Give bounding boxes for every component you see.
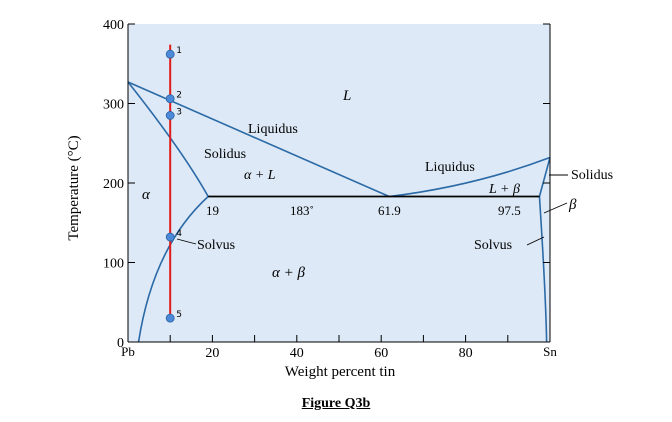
alloy-points: 1 2 3 4 5	[165, 46, 182, 323]
x-tick-label-80: 80	[459, 346, 473, 361]
y-tick-label-0: 0	[117, 336, 124, 351]
region-alpha-beta-label: α + β	[272, 265, 305, 281]
solvus-left-label: Solvus	[197, 238, 235, 253]
figure-caption: Figure Q3b	[301, 396, 371, 411]
solidus-right-label: Solidus	[571, 168, 613, 183]
eutectic-alpha-limit-label: 19	[206, 203, 219, 218]
solvus-line-right	[538, 196, 548, 343]
alloy-point-4	[165, 232, 175, 242]
solidus-left-label: Solidus	[204, 147, 246, 162]
liquidus-line-right	[389, 156, 551, 198]
alloy-point-5	[165, 313, 175, 323]
x-ticks: 20 40 60 80	[169, 335, 509, 361]
alloy-point-3	[165, 111, 175, 120]
eutectic-beta-limit-label: 97.5	[498, 203, 521, 218]
solidus-line-left	[127, 81, 209, 197]
y-tick-label-200: 200	[103, 177, 124, 192]
y-tick-label-100: 100	[103, 257, 124, 272]
alloy-point-label-1: 1	[176, 46, 182, 56]
alloy-point-label-5: 5	[176, 310, 182, 320]
y-ticks: 0 100 200 300 400	[103, 18, 550, 351]
solvus-left-leader	[176, 238, 197, 245]
x-tick-label-40: 40	[290, 346, 304, 361]
y-axis-label: Temperature (°C)	[66, 135, 82, 240]
solvus-right-label: Solvus	[474, 238, 512, 253]
alloy-point-1	[165, 49, 175, 59]
y-tick-label-400: 400	[103, 18, 124, 33]
eutectic-temperature-label: 183˚	[290, 203, 314, 218]
phase-boundaries	[127, 81, 551, 343]
y-tick-label-300: 300	[103, 98, 124, 113]
region-liquid-label: L	[342, 88, 351, 104]
region-alpha-liquid-label: α + L	[244, 168, 276, 183]
solvus-right-leader	[526, 236, 545, 246]
alloy-point-label-3: 3	[176, 107, 182, 117]
alloy-point-2	[165, 94, 175, 104]
x-tick-label-60: 60	[374, 346, 388, 361]
x-axis-label: Weight percent tin	[285, 364, 396, 380]
plot-background	[128, 24, 550, 342]
eutectic-composition-label: 61.9	[378, 203, 401, 218]
solidus-line-right	[538, 157, 551, 197]
solvus-line-left	[137, 195, 209, 343]
liquidus-right-label: Liquidus	[425, 160, 475, 175]
alloy-point-label-2: 2	[176, 91, 182, 101]
liquidus-left-label: Liquidus	[248, 122, 298, 137]
x-left-end-label: Pb	[121, 344, 135, 359]
alloy-point-label-4: 4	[176, 229, 182, 239]
beta-leader	[543, 202, 568, 214]
region-beta-label: β	[568, 197, 577, 213]
region-alpha-label: α	[142, 187, 151, 203]
x-right-end-label: Sn	[543, 344, 557, 359]
region-liquid-beta-label: L + β	[488, 182, 520, 197]
x-tick-label-20: 20	[205, 346, 219, 361]
leader-lines	[176, 174, 568, 246]
